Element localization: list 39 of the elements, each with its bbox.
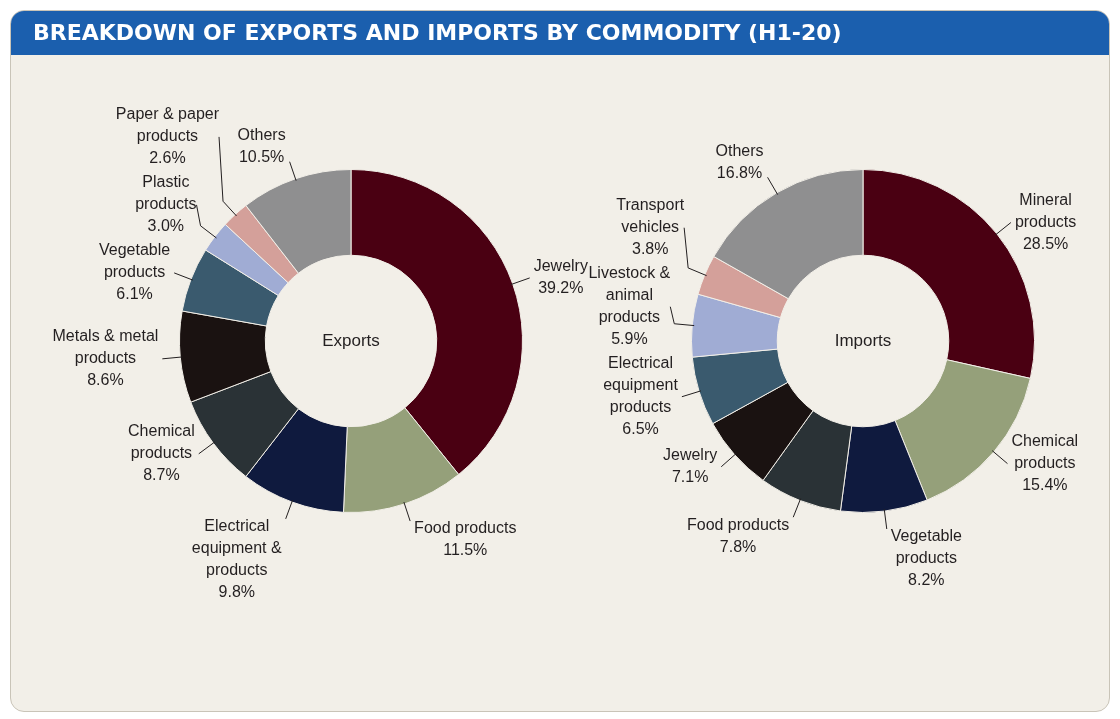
- slice-label: Jewelry: [663, 446, 718, 464]
- slice-label: Electrical equipment products: [603, 354, 679, 416]
- data-label: 2.6%: [149, 149, 186, 167]
- slice-label: Vegetable products: [98, 241, 171, 281]
- data-label: 6.5%: [622, 420, 659, 438]
- slice-label: Others: [237, 126, 286, 144]
- data-label: 15.4%: [1022, 476, 1068, 494]
- data-label: 8.2%: [908, 571, 945, 589]
- data-label: 16.8%: [716, 163, 763, 181]
- data-label: 6.1%: [116, 285, 153, 303]
- slice-label: Electrical equipment & products: [191, 517, 283, 579]
- data-label: 3.0%: [147, 217, 185, 235]
- data-label: 3.8%: [631, 240, 669, 258]
- data-label: 28.5%: [1022, 234, 1069, 252]
- data-label: 7.1%: [671, 468, 709, 486]
- slice-label: Food products: [686, 515, 790, 533]
- chart-title: BREAKDOWN OF EXPORTS AND IMPORTS BY COMMODITY (H1-20): [11, 11, 1109, 55]
- data-label: 7.8%: [719, 537, 757, 555]
- data-label: 39.2%: [538, 279, 584, 297]
- slice-label: Livestock & animal products: [588, 264, 671, 326]
- data-label: 9.8%: [218, 583, 256, 601]
- slice-label: Chemical products: [128, 422, 195, 462]
- data-label: 8.6%: [87, 371, 124, 389]
- slice-label: Food products: [414, 519, 517, 537]
- text: Exports: [322, 330, 380, 350]
- slice-label: Chemical products: [1011, 432, 1079, 472]
- slice-label: Plastic products: [135, 173, 197, 213]
- text: Imports: [834, 330, 892, 350]
- slice-label: Paper & paper products: [115, 105, 220, 145]
- data-label: 10.5%: [238, 148, 285, 166]
- slice-label: Transport vehicles: [616, 196, 685, 236]
- slice-label: Vegetable products: [890, 527, 963, 567]
- slice-label: Mineral products: [1014, 190, 1077, 230]
- slice-label: Others: [715, 141, 764, 159]
- data-label: 5.9%: [611, 330, 648, 348]
- data-label: 8.7%: [143, 466, 180, 484]
- data-label: 11.5%: [443, 541, 488, 559]
- slice-label: Metals & metal products: [52, 327, 159, 367]
- slice-label: Jewelry: [533, 257, 588, 275]
